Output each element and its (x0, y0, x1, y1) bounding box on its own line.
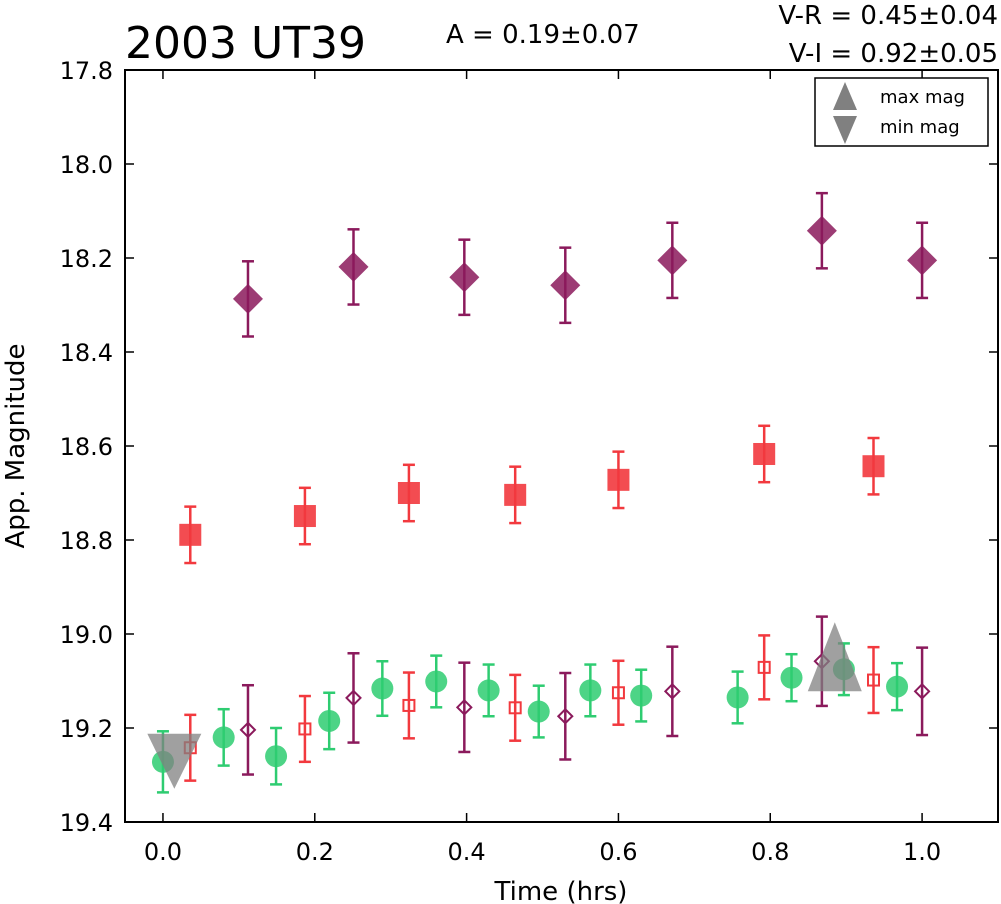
x-tick-label: 0.4 (448, 838, 486, 866)
x-axis-title: Time (hrs) (494, 877, 628, 904)
x-tick-label: 0.8 (751, 838, 789, 866)
data-point-diamond (550, 270, 581, 301)
data-point-circle (886, 675, 909, 698)
data-point-circle (780, 666, 803, 689)
series-triangle-down (147, 733, 202, 789)
series-square-filled (179, 424, 885, 565)
x-tick-label: 1.0 (903, 838, 941, 866)
data-point-square-open (508, 701, 522, 715)
data-point-circle (265, 745, 288, 768)
data-point-circle (318, 709, 341, 732)
legend-min-mag-label: min mag (880, 117, 960, 138)
y-axis-title: App. Magnitude (1, 343, 31, 548)
y-tick-label: 18.6 (60, 433, 113, 461)
data-point-diamond (657, 245, 688, 276)
amplitude-label: A = 0.19±0.07 (446, 20, 640, 50)
series-triangle-up (807, 622, 862, 692)
data-point-circle (477, 679, 500, 702)
data-point-circle (579, 679, 602, 702)
legend: max mag min mag (814, 77, 989, 147)
data-point-square (862, 455, 885, 478)
color-vr-label: V-R = 0.45±0.04 (778, 1, 998, 31)
data-point-circle (371, 677, 394, 700)
data-point-square (179, 523, 202, 546)
data-point-circle (630, 684, 653, 707)
chart-title: 2003 UT39 (125, 18, 366, 69)
plot-layer (147, 191, 938, 794)
data-point-diamond-open (913, 682, 931, 700)
legend-min-mag-icon (833, 116, 857, 144)
x-tick-label: 0.0 (144, 838, 182, 866)
min-mag-marker (147, 733, 202, 789)
y-tick-label: 18.4 (60, 339, 113, 367)
legend-max-mag-icon (833, 82, 857, 110)
y-tick-label: 19.2 (60, 715, 113, 743)
color-vi-label: V-I = 0.92±0.05 (789, 39, 998, 69)
data-point-diamond-open (455, 698, 473, 716)
plot-frame (124, 69, 999, 823)
data-point-diamond (907, 245, 938, 276)
axis-layer: 0.0 0.2 0.4 0.6 0.8 1.0 17.8 18.0 18.2 18.4 18.6 18… (60, 57, 998, 866)
series-diamond-filled (232, 191, 938, 338)
series-square-open (183, 634, 881, 782)
data-point-diamond (449, 262, 480, 293)
data-point-square (293, 505, 316, 528)
y-tick-label: 19.0 (60, 621, 113, 649)
y-tick-label: 18.0 (60, 151, 113, 179)
series-circle-filled (151, 642, 909, 794)
data-point-square (504, 483, 527, 506)
data-point-square-open (867, 673, 881, 687)
y-tick-label: 18.8 (60, 527, 113, 555)
data-point-square-open (757, 660, 771, 674)
data-point-diamond (338, 251, 369, 282)
x-tick-label: 0.6 (599, 838, 637, 866)
y-tick-label: 17.8 (60, 57, 113, 85)
data-point-square-open (298, 722, 312, 736)
y-tick-label: 19.4 (60, 809, 113, 837)
legend-max-mag-label: max mag (880, 87, 965, 108)
data-point-circle (212, 726, 235, 749)
x-tick-label: 0.2 (296, 838, 334, 866)
data-point-circle (726, 686, 749, 709)
y-tick-label: 18.2 (60, 245, 113, 273)
max-mag-marker (807, 622, 862, 692)
data-point-square-open (402, 698, 416, 712)
data-point-diamond (806, 215, 837, 246)
data-point-diamond-open (239, 721, 257, 739)
data-point-square (397, 482, 420, 504)
data-point-diamond-open (345, 689, 362, 707)
data-point-circle (425, 670, 448, 693)
data-point-circle (527, 700, 550, 723)
data-point-diamond (232, 283, 263, 314)
data-point-square (607, 468, 630, 491)
data-point-diamond-open (556, 707, 574, 725)
data-point-square (753, 442, 776, 465)
data-point-square-open (611, 686, 625, 700)
data-point-diamond-open (663, 682, 681, 700)
